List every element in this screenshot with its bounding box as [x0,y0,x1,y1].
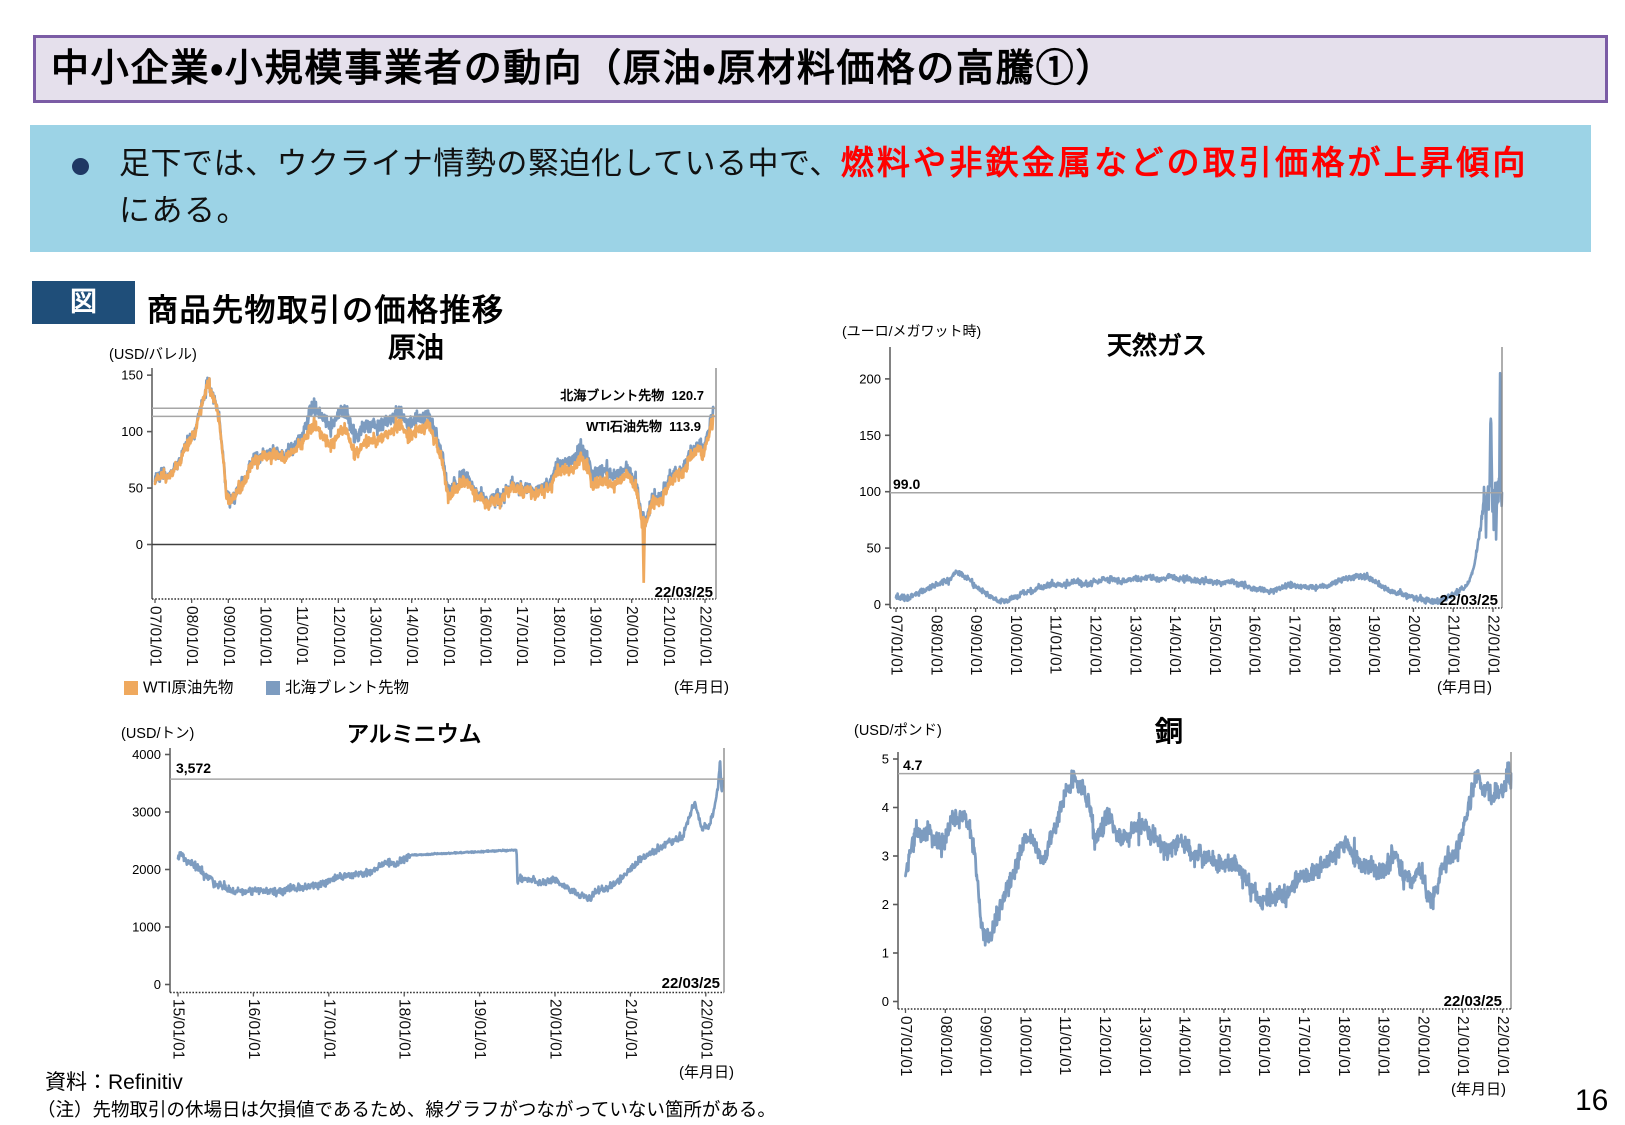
svg-text:原油: 原油 [388,332,444,363]
svg-text:09/01/01: 09/01/01 [967,615,984,675]
svg-text:21/01/01: 21/01/01 [660,606,677,666]
svg-text:22/03/25: 22/03/25 [662,975,720,992]
svg-text:11/01/01: 11/01/01 [293,606,310,665]
svg-text:(年月日): (年月日) [1437,679,1492,696]
svg-text:19/01/01: 19/01/01 [471,999,488,1059]
svg-text:WTI石油先物 113.9: WTI石油先物 113.9 [586,419,701,434]
svg-text:0: 0 [154,977,161,992]
svg-text:17/01/01: 17/01/01 [513,606,530,666]
svg-text:22/01/01: 22/01/01 [1494,1016,1511,1076]
svg-text:15/01/01: 15/01/01 [170,999,187,1059]
svg-text:100: 100 [859,484,881,499]
svg-text:3,572: 3,572 [176,760,211,776]
svg-text:16/01/01: 16/01/01 [1255,1016,1272,1076]
svg-text:11/01/01: 11/01/01 [1056,1016,1073,1075]
svg-text:(ユーロ/メガワット時): (ユーロ/メガワット時) [842,323,981,339]
svg-text:08/01/01: 08/01/01 [937,1016,954,1076]
svg-text:3: 3 [882,849,889,864]
svg-text:14/01/01: 14/01/01 [403,606,420,666]
svg-text:10/01/01: 10/01/01 [257,606,274,666]
svg-text:17/01/01: 17/01/01 [1286,615,1303,675]
svg-text:18/01/01: 18/01/01 [1335,1016,1352,1076]
svg-text:50: 50 [867,541,881,556]
svg-text:4: 4 [882,800,889,815]
svg-text:15/01/01: 15/01/01 [1215,1016,1232,1076]
svg-text:0: 0 [882,994,889,1009]
svg-text:22/01/01: 22/01/01 [697,999,714,1059]
svg-text:(年月日): (年月日) [679,1064,734,1081]
svg-text:16/01/01: 16/01/01 [477,606,494,666]
svg-text:50: 50 [129,481,143,496]
svg-text:0: 0 [874,597,881,612]
svg-text:09/01/01: 09/01/01 [977,1016,994,1076]
svg-text:13/01/01: 13/01/01 [1126,615,1143,675]
svg-text:17/01/01: 17/01/01 [1295,1016,1312,1076]
svg-text:4.7: 4.7 [903,757,923,773]
svg-text:15/01/01: 15/01/01 [1206,615,1223,675]
svg-text:北海ブレント先物 120.7: 北海ブレント先物 120.7 [560,388,704,403]
svg-text:アルミニウム: アルミニウム [347,722,482,747]
svg-text:22/03/25: 22/03/25 [655,584,713,601]
svg-text:20/01/01: 20/01/01 [1414,1016,1431,1076]
svg-text:12/01/01: 12/01/01 [1087,615,1104,675]
svg-text:14/01/01: 14/01/01 [1166,615,1183,675]
svg-text:3000: 3000 [132,805,161,820]
svg-text:18/01/01: 18/01/01 [550,606,567,666]
svg-text:21/01/01: 21/01/01 [1454,1016,1471,1076]
svg-text:0: 0 [136,537,143,552]
svg-text:22/01/01: 22/01/01 [1485,615,1502,675]
svg-text:99.0: 99.0 [893,476,920,492]
svg-text:21/01/01: 21/01/01 [622,999,639,1059]
svg-text:(USD/トン): (USD/トン) [121,726,194,742]
svg-text:(年月日): (年月日) [674,679,729,696]
svg-text:12/01/01: 12/01/01 [1096,1016,1113,1076]
svg-text:17/01/01: 17/01/01 [320,999,337,1059]
svg-text:19/01/01: 19/01/01 [1365,615,1382,675]
svg-text:1: 1 [882,946,889,961]
svg-text:2: 2 [882,897,889,912]
svg-text:19/01/01: 19/01/01 [1375,1016,1392,1076]
svg-text:22/03/25: 22/03/25 [1444,993,1502,1010]
svg-text:10/01/01: 10/01/01 [1007,615,1024,675]
svg-text:4000: 4000 [132,747,161,762]
svg-text:21/01/01: 21/01/01 [1445,615,1462,675]
svg-text:(USD/ポンド): (USD/ポンド) [854,722,942,739]
svg-text:2000: 2000 [132,862,161,877]
svg-text:18/01/01: 18/01/01 [396,999,413,1059]
svg-text:19/01/01: 19/01/01 [587,606,604,666]
svg-text:11/01/01: 11/01/01 [1047,615,1064,674]
svg-text:天然ガス: 天然ガス [1107,331,1207,360]
svg-text:12/01/01: 12/01/01 [330,606,347,666]
svg-text:16/01/01: 16/01/01 [245,999,262,1059]
svg-text:18/01/01: 18/01/01 [1325,615,1342,675]
svg-text:10/01/01: 10/01/01 [1016,1016,1033,1076]
svg-text:07/01/01: 07/01/01 [897,1016,914,1076]
svg-text:13/01/01: 13/01/01 [1136,1016,1153,1076]
svg-text:13/01/01: 13/01/01 [367,606,384,666]
svg-text:07/01/01: 07/01/01 [888,615,905,675]
svg-text:銅: 銅 [1154,716,1183,747]
svg-text:100: 100 [121,424,143,439]
svg-text:20/01/01: 20/01/01 [547,999,564,1059]
svg-text:1000: 1000 [132,920,161,935]
svg-text:22/03/25: 22/03/25 [1440,592,1498,609]
svg-text:北海ブレント先物: 北海ブレント先物 [285,678,409,697]
svg-text:14/01/01: 14/01/01 [1176,1016,1193,1076]
svg-text:16/01/01: 16/01/01 [1246,615,1263,675]
svg-text:150: 150 [121,368,143,383]
svg-text:07/01/01: 07/01/01 [147,606,164,666]
svg-text:(年月日): (年月日) [1451,1081,1506,1098]
svg-text:08/01/01: 08/01/01 [927,615,944,675]
svg-text:08/01/01: 08/01/01 [183,606,200,666]
svg-text:150: 150 [859,428,881,443]
svg-text:(USD/バレル): (USD/バレル) [109,347,197,363]
svg-text:WTI原油先物: WTI原油先物 [143,679,233,697]
svg-text:20/01/01: 20/01/01 [1405,615,1422,675]
svg-text:5: 5 [882,752,889,767]
svg-text:20/01/01: 20/01/01 [623,606,640,666]
svg-text:09/01/01: 09/01/01 [220,606,237,666]
svg-text:200: 200 [859,371,881,386]
svg-text:15/01/01: 15/01/01 [440,606,457,666]
svg-text:22/01/01: 22/01/01 [697,606,714,666]
